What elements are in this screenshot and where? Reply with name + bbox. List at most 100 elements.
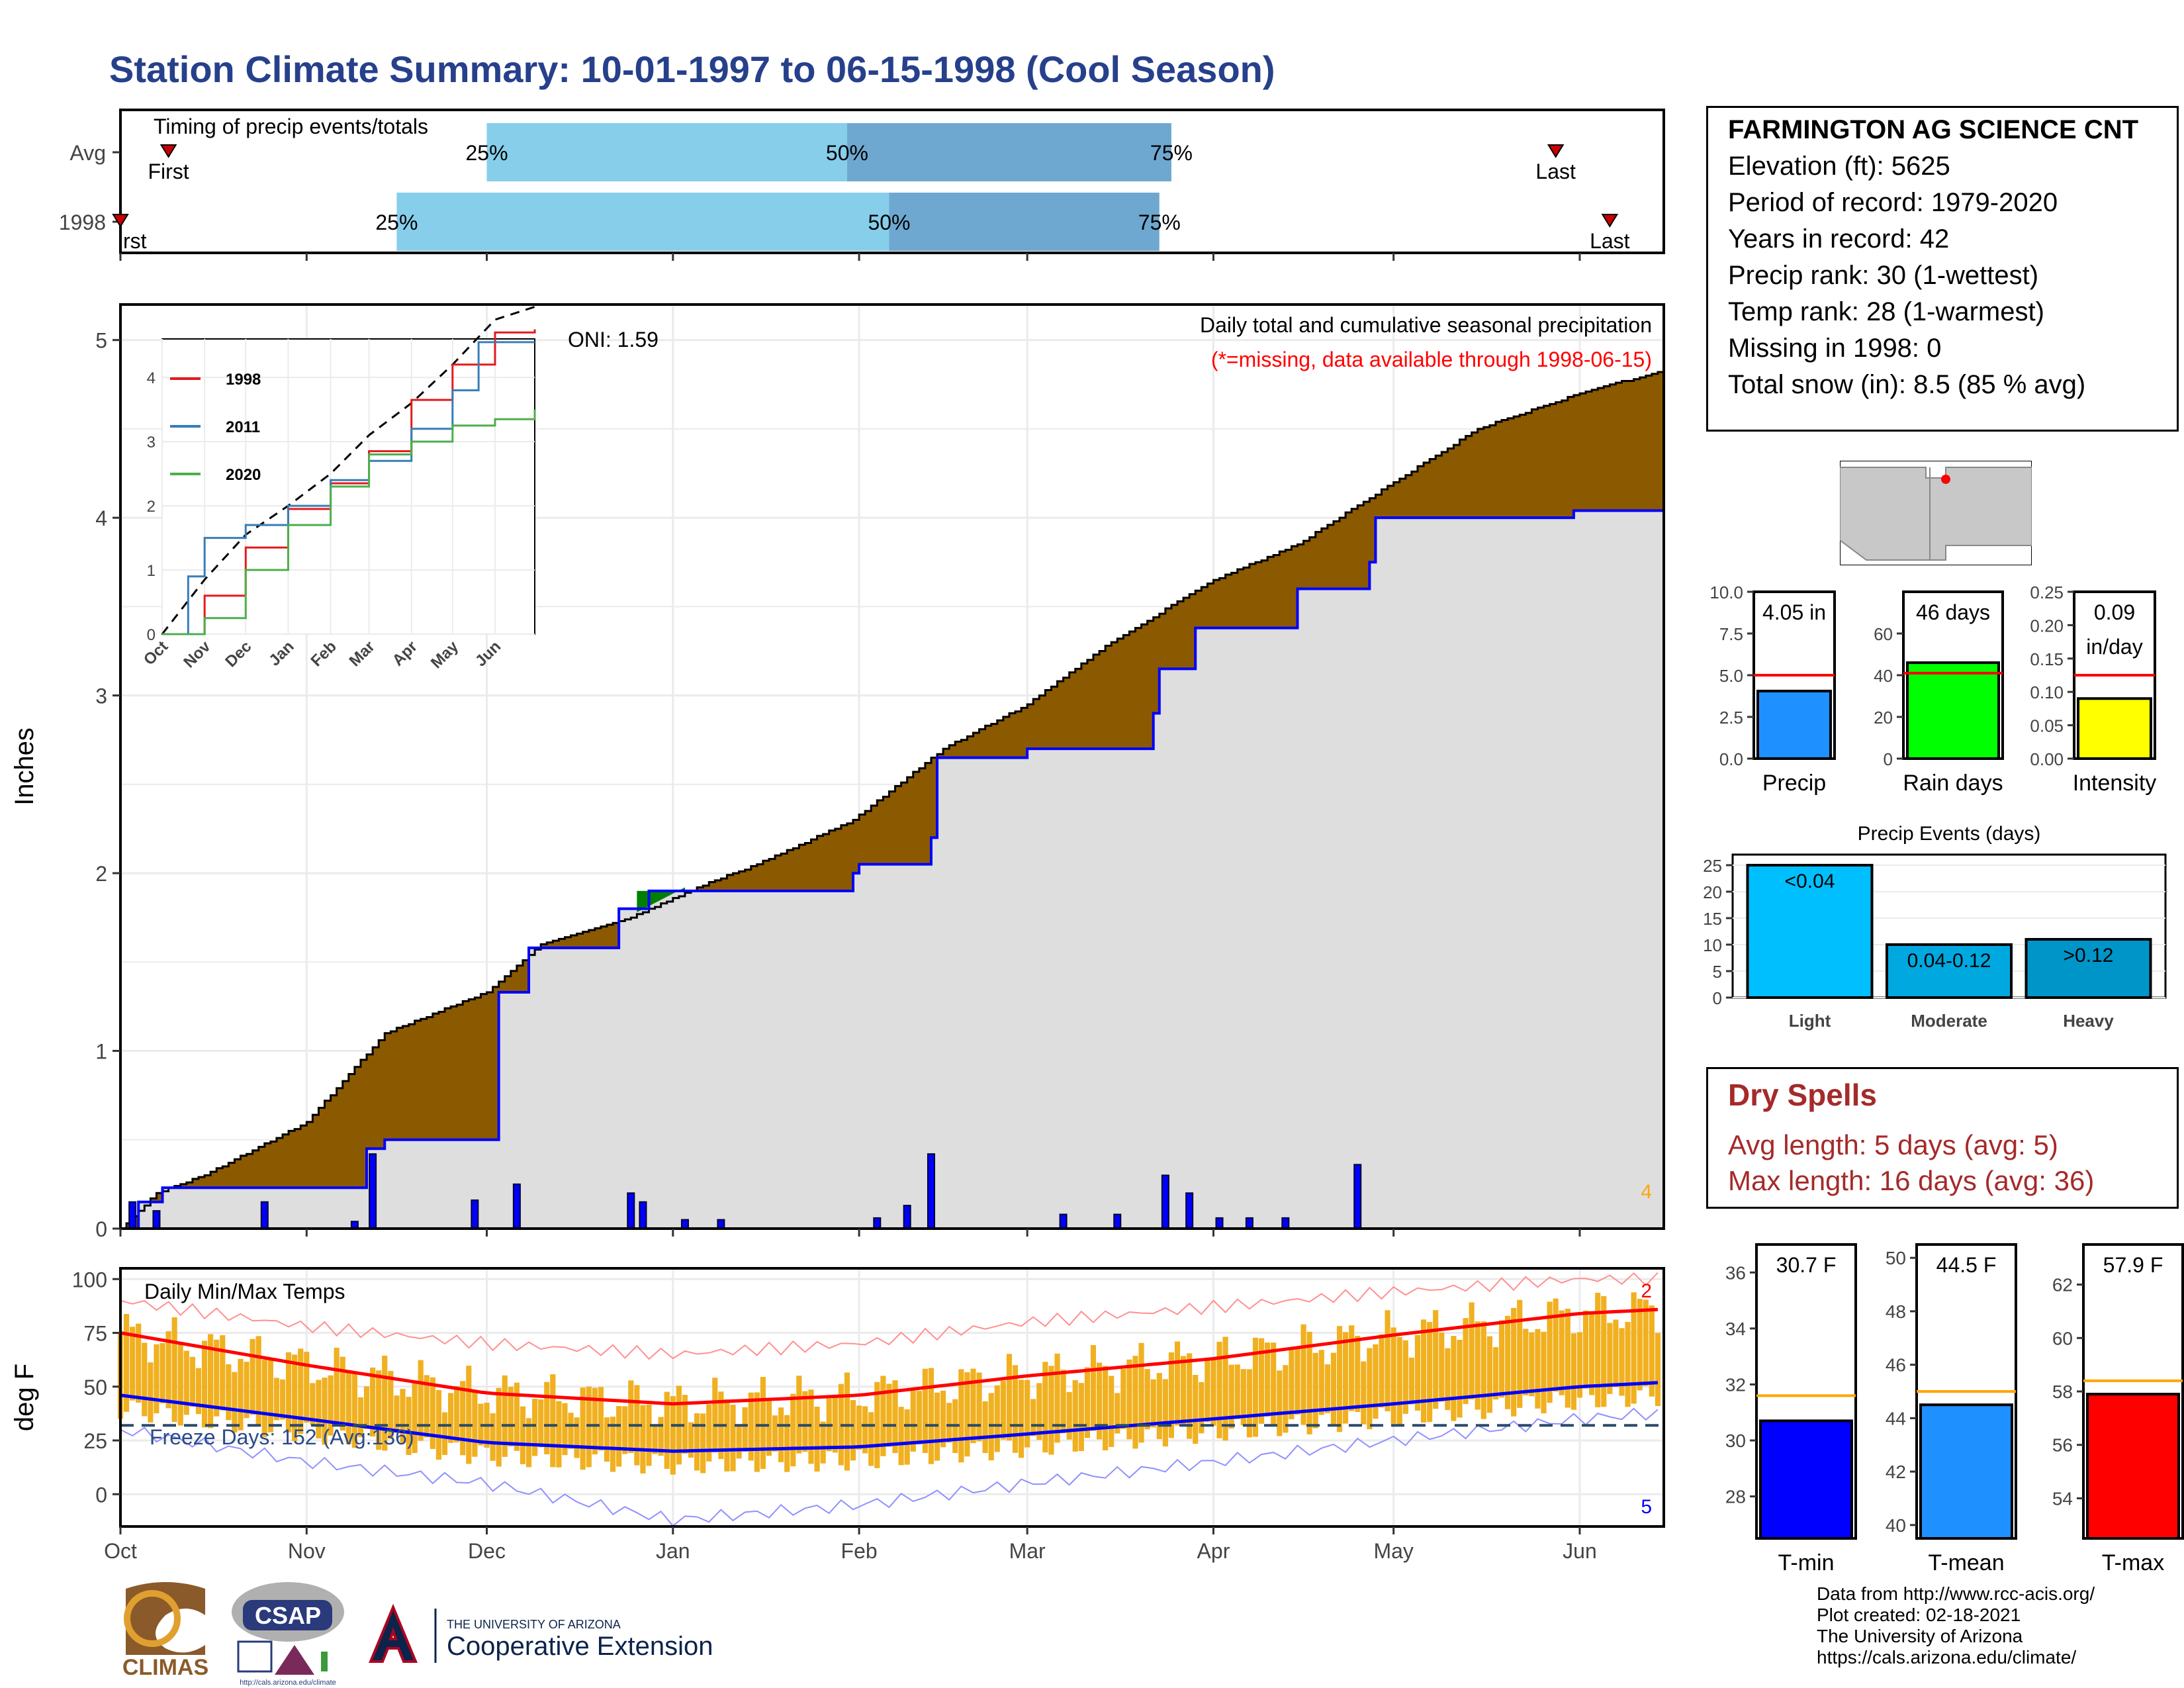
events-title: Precip Events (days): [1858, 823, 2041, 845]
daily-temp-bar: [357, 1397, 364, 1438]
timing-bar-25-50: [396, 193, 889, 251]
station-info-line: Missing in 1998: 0: [1728, 334, 1942, 363]
daily-precip-bar: [260, 1201, 269, 1229]
y-tick-label: 50: [1886, 1248, 1906, 1268]
summary-bars: 10.0 7.5 5.0 2.5 0.0 Precip 4.05 in 60 40 20 0 Rain…: [1709, 583, 2156, 796]
daily-temp-bar: [388, 1371, 394, 1439]
daily-temp-bar: [1090, 1344, 1097, 1431]
y-tick-label: 0: [1884, 749, 1893, 769]
daily-temp-bar: [189, 1356, 195, 1407]
daily-temp-bar: [1150, 1379, 1156, 1428]
daily-precip-bar: [1161, 1174, 1169, 1230]
daily-temp-bar: [1306, 1331, 1312, 1434]
first-label: First: [148, 160, 189, 183]
tmax-label: T-max: [2102, 1550, 2164, 1575]
y-tick-label: 34: [1725, 1319, 1746, 1339]
daily-temp-bar: [1469, 1302, 1475, 1399]
y-tick-label: 56: [2052, 1435, 2073, 1456]
y-tick-label: 30: [1725, 1430, 1746, 1451]
daily-temp-bar: [730, 1405, 736, 1472]
station-info-box: FARMINGTON AG SCIENCE CNT Elevation (ft)…: [1706, 106, 2179, 432]
corner-count: 4: [1641, 1181, 1652, 1203]
daily-temp-bar: [1246, 1369, 1252, 1438]
daily-temp-bar: [370, 1367, 376, 1437]
daily-temp-bar: [616, 1406, 622, 1467]
y-tick-label: 40: [1874, 666, 1893, 686]
daily-temp-bar: [1324, 1364, 1330, 1413]
daily-temp-bar: [1072, 1380, 1078, 1452]
month-label: Jan: [656, 1539, 690, 1563]
precip-events-chart: Precip Events (days) <0.04 Light 0.04-0.12 M…: [1703, 823, 2167, 1031]
month-label: Mar: [1009, 1539, 1046, 1563]
daily-temp-bar: [958, 1369, 964, 1463]
daily-temp-bar: [1565, 1308, 1570, 1408]
daily-temp-bar: [322, 1378, 328, 1445]
footer-credits: Data from http://www.rcc-acis.org/ Plot …: [1817, 1583, 2095, 1668]
y-tick-label: 42: [1886, 1462, 1906, 1482]
daily-temp-bar: [310, 1383, 316, 1425]
daily-temp-bar: [754, 1392, 760, 1472]
y-tick-label: 0: [1713, 988, 1722, 1008]
daily-temp-bar: [970, 1368, 976, 1444]
inset-y-tick: 1: [147, 562, 156, 580]
daily-temp-bar: [490, 1413, 496, 1461]
record-low-count: 5: [1641, 1496, 1652, 1518]
tmax-value-text: 57.9 F: [2103, 1253, 2163, 1277]
daily-temp-bar: [1349, 1325, 1355, 1411]
daily-temp-bar: [832, 1394, 838, 1453]
daily-temp-bar: [1289, 1349, 1295, 1419]
daily-temp-bar: [724, 1399, 730, 1472]
daily-temp-bar: [400, 1389, 406, 1443]
daily-temp-bar: [130, 1327, 136, 1401]
daily-temp-bar: [514, 1382, 520, 1451]
daily-temp-bar: [790, 1393, 796, 1467]
daily-temp-bar: [238, 1358, 244, 1430]
daily-temp-bar: [1480, 1321, 1486, 1419]
daily-temp-bar: [1373, 1344, 1379, 1419]
footer-line: Plot created: 02-18-2021: [1817, 1605, 2021, 1625]
station-name: FARMINGTON AG SCIENCE CNT: [1728, 115, 2139, 144]
daily-temp-bar: [123, 1314, 130, 1412]
daily-temp-bar: [1330, 1352, 1337, 1425]
daily-temp-bar: [1187, 1353, 1193, 1439]
daily-temp-bar: [1625, 1321, 1631, 1407]
daily-temp-bar: [568, 1413, 574, 1449]
first-label: rst: [123, 229, 147, 253]
y-tick-label: 100: [72, 1268, 107, 1291]
timing-pct-label: 25%: [375, 211, 418, 234]
daily-temp-bar: [508, 1386, 514, 1447]
daily-temp-bar: [850, 1400, 856, 1461]
daily-precip-bar: [128, 1201, 137, 1229]
daily-temp-bar: [1109, 1376, 1115, 1447]
daily-temp-bar: [994, 1385, 1000, 1452]
dry-spells-title: Dry Spells: [1728, 1078, 1877, 1112]
chart-note: (*=missing, data available through 1998-…: [1211, 348, 1652, 371]
daily-temp-bar: [1006, 1354, 1013, 1441]
daily-temp-bar: [1643, 1299, 1649, 1386]
tmax-bar: [2086, 1393, 2180, 1540]
temps-title: Daily Min/Max Temps: [144, 1280, 345, 1303]
y-tick-label: 48: [1886, 1301, 1906, 1322]
daily-temp-bar: [1318, 1350, 1324, 1415]
footer-line: Data from http://www.rcc-acis.org/: [1817, 1583, 2095, 1604]
y-tick-label: 0.25: [2030, 583, 2064, 602]
daily-temp-bar: [544, 1382, 550, 1454]
y-tick-label: 36: [1725, 1262, 1746, 1283]
temp-summary-bars: 36 34 32 30 28 T-min 30.7 F 50 48 46 44 42 40 T-mean 4…: [1725, 1243, 2184, 1575]
daily-temp-bar: [279, 1379, 286, 1420]
daily-temp-bar: [898, 1407, 904, 1466]
ua-small-text: THE UNIVERSITY OF ARIZONA: [447, 1618, 621, 1631]
daily-temp-bar: [1168, 1352, 1175, 1438]
ua-big-text: Cooperative Extension: [447, 1632, 713, 1661]
station-info-line: Years in record: 42: [1728, 224, 1950, 254]
daily-temp-bar: [195, 1368, 202, 1415]
daily-temp-bar: [742, 1407, 748, 1452]
last-label: Last: [1535, 160, 1576, 183]
daily-temp-bar: [598, 1387, 604, 1451]
daily-precip-bar: [1353, 1164, 1362, 1230]
daily-temp-bar: [1486, 1336, 1492, 1413]
daily-temp-bar: [760, 1377, 766, 1470]
daily-temp-bar: [496, 1387, 502, 1467]
timing-pct-label: 75%: [1150, 141, 1193, 165]
